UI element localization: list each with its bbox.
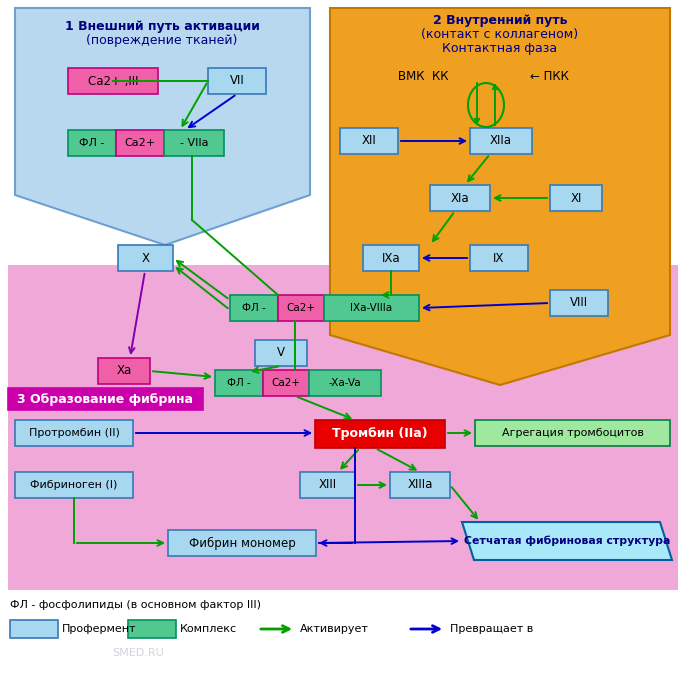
Bar [263, 370, 309, 396]
Text: ФЛ -: ФЛ - [79, 138, 105, 148]
Bar [230, 295, 278, 321]
Text: XIa: XIa [451, 192, 469, 204]
Bar [168, 530, 316, 556]
Text: Протромбин (II): Протромбин (II) [29, 428, 119, 438]
Bar [550, 290, 608, 316]
Text: 3 Образование фибрина: 3 Образование фибрина [18, 393, 193, 406]
Bar [98, 358, 150, 384]
Text: (контакт с коллагеном): (контакт с коллагеном) [421, 28, 579, 41]
Text: SMED.RU: SMED.RU [112, 648, 164, 658]
Bar [8, 388, 203, 410]
Text: IXa: IXa [382, 251, 400, 264]
Bar [550, 185, 602, 211]
Text: (повреждение тканей): (повреждение тканей) [86, 34, 238, 47]
Text: Агрегация тромбоцитов: Агрегация тромбоцитов [501, 428, 643, 438]
Text: XI: XI [571, 192, 582, 204]
Bar [128, 620, 176, 638]
Text: Профермент: Профермент [62, 624, 136, 634]
Bar [68, 68, 158, 94]
Text: Контактная фаза: Контактная фаза [443, 42, 558, 55]
Bar [309, 370, 381, 396]
Bar [164, 130, 224, 156]
Bar [340, 128, 398, 154]
Text: Xa: Xa [116, 364, 132, 377]
Bar [10, 620, 58, 638]
Text: Фибрин мономер: Фибрин мономер [188, 536, 295, 549]
Text: V: V [277, 346, 285, 359]
Polygon shape [15, 8, 310, 245]
Text: XIII: XIII [319, 478, 336, 491]
Text: -Xa-Va: -Xa-Va [329, 378, 361, 388]
Bar [208, 68, 266, 94]
Bar [475, 420, 670, 446]
Bar [278, 295, 324, 321]
Text: Ca2+: Ca2+ [125, 138, 155, 148]
Bar [430, 185, 490, 211]
Polygon shape [330, 8, 670, 385]
Text: VII: VII [229, 75, 245, 88]
Bar [315, 420, 445, 448]
Text: Фибриноген (I): Фибриноген (I) [30, 480, 118, 490]
Text: Ca2+: Ca2+ [271, 378, 301, 388]
Text: ← ПКК: ← ПКК [530, 70, 569, 83]
Text: Активирует: Активирует [300, 624, 369, 634]
Bar [68, 130, 116, 156]
Text: XII: XII [362, 135, 376, 148]
Text: XIIIa: XIIIa [408, 478, 433, 491]
Text: Комплекс: Комплекс [180, 624, 237, 634]
Bar [15, 420, 133, 446]
Text: Тромбин (IIa): Тромбин (IIa) [332, 428, 428, 440]
Bar [470, 245, 528, 271]
Text: X: X [142, 251, 149, 264]
Text: XIIa: XIIa [490, 135, 512, 148]
Text: Ca2+: Ca2+ [286, 303, 316, 313]
Text: IXa-VIIIa: IXa-VIIIa [351, 303, 393, 313]
Bar [390, 472, 450, 498]
Text: 1 Внешний путь активации: 1 Внешний путь активации [64, 20, 260, 33]
Bar [116, 130, 164, 156]
Bar [15, 472, 133, 498]
Text: Ca2+ ,III: Ca2+ ,III [88, 75, 138, 88]
Polygon shape [462, 522, 672, 560]
Text: VIII: VIII [570, 297, 588, 310]
Bar [470, 128, 532, 154]
Bar [324, 295, 419, 321]
Bar [8, 265, 678, 590]
Bar [255, 340, 307, 366]
Bar [300, 472, 355, 498]
Text: Сетчатая фибриновая структура: Сетчатая фибриновая структура [464, 535, 670, 546]
Text: Превращает в: Превращает в [450, 624, 533, 634]
Text: IX: IX [493, 251, 505, 264]
Text: 2 Внутренний путь: 2 Внутренний путь [433, 14, 567, 27]
Text: ФЛ -: ФЛ - [227, 378, 251, 388]
Text: ФЛ - фосфолипиды (в основном фактор III): ФЛ - фосфолипиды (в основном фактор III) [10, 600, 261, 610]
Text: ВМК  КК: ВМК КК [398, 70, 449, 83]
Text: - VIIa: - VIIa [179, 138, 208, 148]
Bar [215, 370, 263, 396]
Bar [363, 245, 419, 271]
Bar [118, 245, 173, 271]
Text: ФЛ -: ФЛ - [242, 303, 266, 313]
